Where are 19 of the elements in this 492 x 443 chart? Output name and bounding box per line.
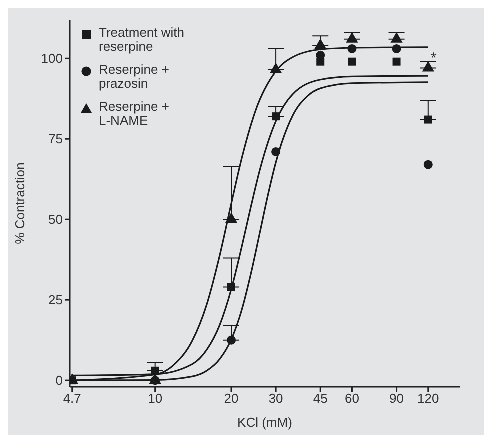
x-tick-label: 4.7 [63, 391, 82, 406]
x-tick-label: 60 [344, 391, 360, 406]
y-tick-label: 75 [48, 132, 63, 147]
x-tick-label: 45 [313, 391, 328, 406]
y-tick-label: 100 [41, 51, 63, 66]
x-tick-label: 30 [268, 391, 284, 406]
y-tick-label: 0 [56, 373, 63, 388]
x-tick-label: 120 [418, 391, 440, 406]
legend-label: Reserpine + L-NAME [99, 99, 170, 128]
annotation: * [431, 50, 437, 67]
x-tick-label: 90 [390, 391, 404, 406]
legend-label: Reserpine + prazosin [99, 62, 170, 91]
x-tick-label: 10 [148, 391, 163, 406]
y-axis-title: % Contraction [12, 162, 28, 244]
x-axis-title: KCl (mM) [238, 415, 292, 430]
y-tick-label: 50 [48, 212, 63, 228]
x-tick-label: 20 [224, 391, 239, 406]
legend-label: Treatment with reserpine [99, 25, 185, 54]
y-tick-label: 25 [48, 292, 63, 308]
